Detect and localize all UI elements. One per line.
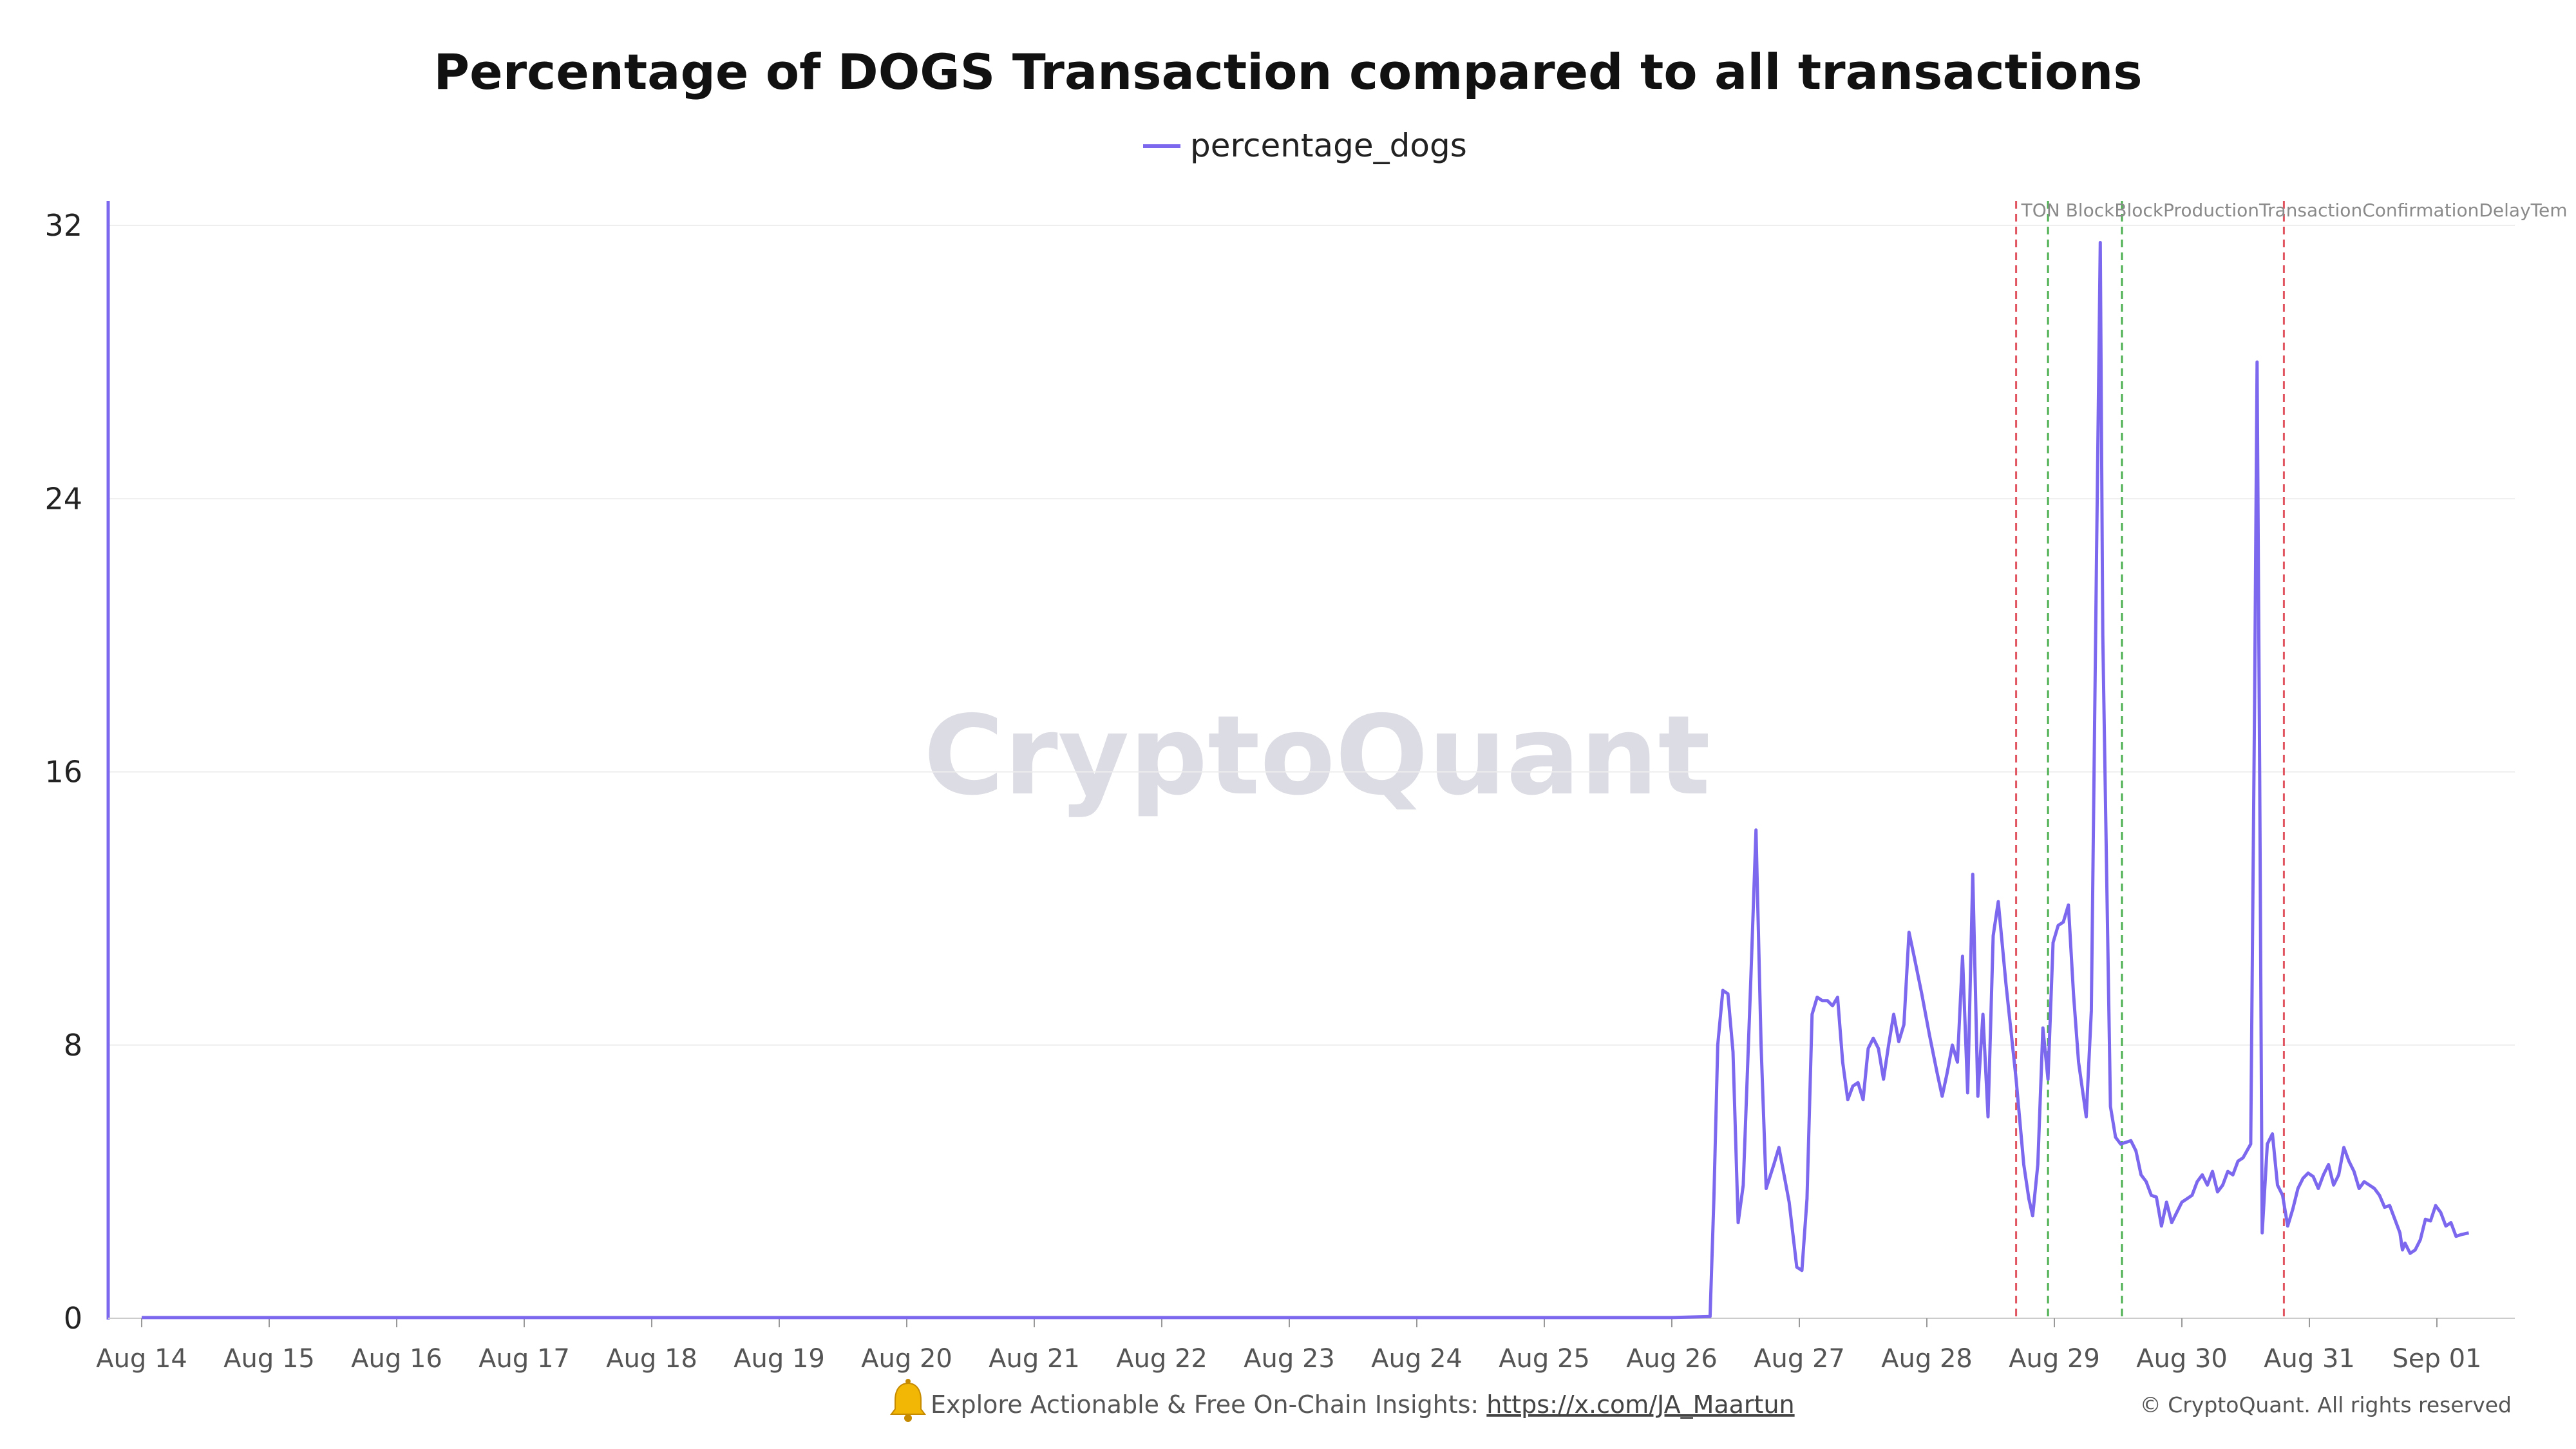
bell-icon	[890, 1379, 926, 1422]
x-tick-label: Aug 27	[1754, 1344, 1845, 1374]
x-tick-label: Aug 29	[2009, 1344, 2100, 1374]
y-axis: 0 8 16 24 32	[44, 201, 110, 1336]
x-tick-label: Aug 20	[861, 1344, 952, 1374]
watermark: CryptoQuant	[923, 692, 1710, 820]
series-line-percentage-dogs[interactable]	[142, 241, 2470, 1320]
x-tick-label: Aug 18	[606, 1344, 697, 1374]
footer-caption: Explore Actionable & Free On-Chain Insig…	[931, 1390, 1486, 1419]
x-tick-label: Aug 22	[1116, 1344, 1208, 1374]
footer-link[interactable]: https://x.com/JA_Maartun	[1486, 1390, 1794, 1419]
legend-label: percentage_dogs	[1190, 127, 1467, 164]
footer-text: Explore Actionable & Free On-Chain Insig…	[931, 1390, 1795, 1419]
x-tick-label: Sep 01	[2392, 1344, 2481, 1374]
x-axis: Aug 14 Aug 15 Aug 16 Aug 17 Aug 18 Aug 19 Aug …	[96, 1318, 2515, 1374]
event-label: TON BlockBlockProductionTransactionConfi…	[2021, 200, 2576, 221]
x-tick-label: Aug 28	[1881, 1344, 1973, 1374]
y-tick-label: 32	[44, 208, 82, 243]
x-tick-label: Aug 31	[2264, 1344, 2355, 1374]
event-markers: TON BlockBlockProductionTransactionConfi…	[2015, 200, 2576, 1318]
x-tick-label: Aug 21	[989, 1344, 1080, 1374]
y-tick-label: 0	[64, 1301, 82, 1336]
x-tick-label: Aug 14	[96, 1344, 187, 1374]
grid	[108, 225, 2515, 1046]
x-tick-label: Aug 19	[734, 1344, 825, 1374]
x-tick-label: Aug 17	[478, 1344, 570, 1374]
x-tick-label: Aug 15	[223, 1344, 315, 1374]
y-tick-label: 8	[64, 1028, 82, 1063]
chart-title: Percentage of DOGS Transaction compared …	[433, 43, 2142, 100]
legend[interactable]: percentage_dogs	[1143, 127, 1467, 164]
footer: Explore Actionable & Free On-Chain Insig…	[890, 1379, 2512, 1422]
series-layer	[142, 241, 2470, 1320]
x-tick-label: Aug 24	[1371, 1344, 1463, 1374]
x-tick-label: Aug 25	[1499, 1344, 1590, 1374]
x-tick-label: Aug 26	[1626, 1344, 1718, 1374]
y-tick-label: 24	[44, 481, 82, 516]
y-tick-label: 16	[44, 755, 82, 790]
x-tick-label: Aug 16	[351, 1344, 442, 1374]
copyright: © CryptoQuant. All rights reserved	[2140, 1392, 2512, 1417]
x-tick-label: Aug 30	[2136, 1344, 2228, 1374]
x-tick-label: Aug 23	[1244, 1344, 1335, 1374]
